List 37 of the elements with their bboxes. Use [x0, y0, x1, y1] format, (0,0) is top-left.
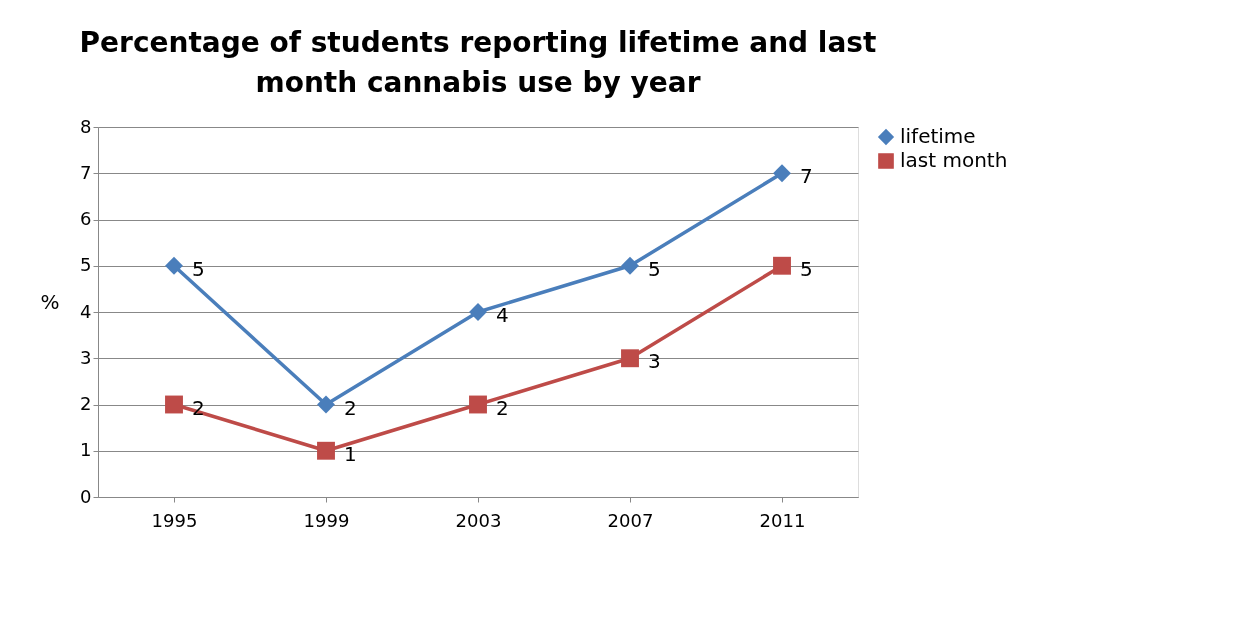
y-tick-label: 3 [80, 346, 92, 368]
legend-label: last month [900, 148, 1008, 172]
data-label: 1 [344, 441, 357, 466]
point [621, 256, 639, 275]
data-label: 5 [192, 256, 205, 281]
chart-title: Percentage of students reporting lifetime and last month cannabis use by year [79, 26, 877, 99]
point [165, 395, 183, 414]
y-tick-label: 7 [80, 161, 92, 183]
x-tick-label: 2007 [607, 509, 654, 531]
x-tick-label: 2011 [759, 509, 806, 531]
data-label: 2 [344, 395, 357, 420]
x-tick-label: 1999 [303, 509, 350, 531]
point [773, 256, 791, 275]
point [773, 164, 791, 183]
x-tick-label: 2003 [455, 509, 502, 531]
data-label: 2 [496, 395, 509, 420]
y-tick-label: 5 [80, 254, 92, 276]
data-label: 3 [648, 349, 661, 374]
y-tick-label: 2 [80, 393, 92, 414]
point [317, 441, 335, 460]
point [469, 303, 487, 321]
y-tick-label: 6 [80, 208, 92, 229]
y-tick-label: 4 [80, 300, 92, 322]
point [621, 349, 639, 368]
point [469, 395, 487, 414]
x-tick-label: 1995 [151, 509, 198, 531]
data-label: 5 [648, 256, 661, 281]
legend-label: lifetime [900, 124, 976, 148]
point [317, 395, 335, 414]
data-label: 5 [800, 256, 813, 281]
y-tick-label: 0 [80, 485, 92, 507]
point [165, 256, 183, 275]
y-tick-label: 8 [80, 115, 92, 137]
y-axis-title: % [40, 289, 60, 314]
y-tick-label: 1 [80, 439, 92, 461]
data-label: 4 [496, 303, 509, 327]
data-label: 7 [800, 164, 813, 189]
